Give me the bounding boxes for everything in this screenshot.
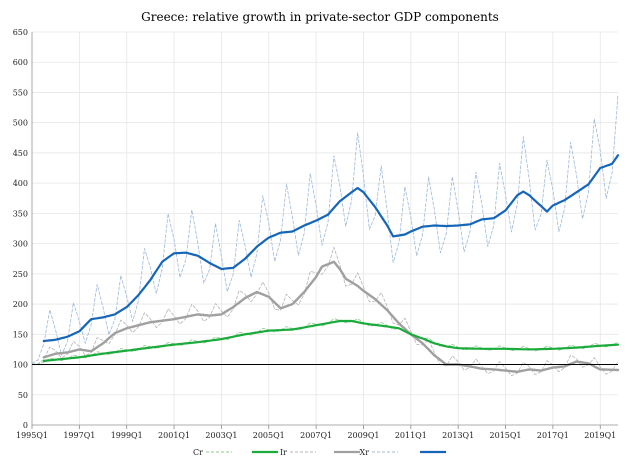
legend-label-xr: Xr — [359, 448, 369, 457]
chart-title: Greece: relative growth in private-secto… — [141, 10, 499, 24]
x-tick-label: 2015Q1 — [490, 431, 522, 440]
x-tick-label: 2019Q1 — [584, 431, 616, 440]
y-tick-label: 550 — [13, 88, 28, 97]
legend-label-ir: Ir — [280, 448, 287, 457]
series-layer — [31, 94, 620, 377]
y-tick-label: 400 — [13, 179, 28, 188]
y-tick-label: 350 — [13, 209, 28, 218]
x-tick-label: 2005Q1 — [253, 431, 285, 440]
series-line-ir — [31, 246, 619, 377]
y-tick-label: 0 — [23, 421, 28, 430]
series-line-xr-smooth — [42, 154, 620, 343]
y-tick-label: 250 — [13, 270, 28, 279]
y-tick-label: 100 — [13, 361, 28, 370]
legend: Cr Ir Xr — [193, 448, 446, 457]
series-line-cr — [31, 318, 619, 365]
series-line-ir-smooth — [42, 260, 620, 373]
x-tick-label: 2003Q1 — [205, 431, 237, 440]
y-tick-label: 450 — [13, 149, 28, 158]
x-axis: 1995Q1 1997Q1 1999Q1 2001Q1 2003Q1 2005Q1 2007… — [16, 424, 618, 440]
y-tick-label: 50 — [18, 391, 28, 400]
series-line-xr — [31, 94, 619, 364]
x-tick-label: 2013Q1 — [442, 431, 474, 440]
y-tick-label: 150 — [13, 330, 28, 339]
x-tick-label: 2011Q1 — [395, 431, 427, 440]
x-tick-label: 2001Q1 — [158, 431, 190, 440]
x-tick-label: 2007Q1 — [300, 431, 332, 440]
x-tick-label: 1995Q1 — [16, 431, 48, 440]
x-tick-label: 2017Q1 — [537, 431, 569, 440]
series-line-cr-smooth — [42, 319, 620, 362]
legend-label-cr: Cr — [193, 448, 203, 457]
gridlines — [31, 31, 618, 426]
x-tick-label: 2009Q1 — [347, 431, 379, 440]
x-tick-label: 1999Q1 — [111, 431, 143, 440]
y-tick-label: 650 — [13, 28, 28, 37]
x-tick-label: 1997Q1 — [63, 431, 95, 440]
y-tick-label: 600 — [13, 58, 28, 67]
y-tick-label: 200 — [13, 300, 28, 309]
y-axis: 0 50 100 150 200 250 300 350 400 450 500 550 600 650 — [13, 28, 33, 430]
y-tick-label: 300 — [13, 240, 28, 249]
y-tick-label: 500 — [13, 119, 28, 128]
